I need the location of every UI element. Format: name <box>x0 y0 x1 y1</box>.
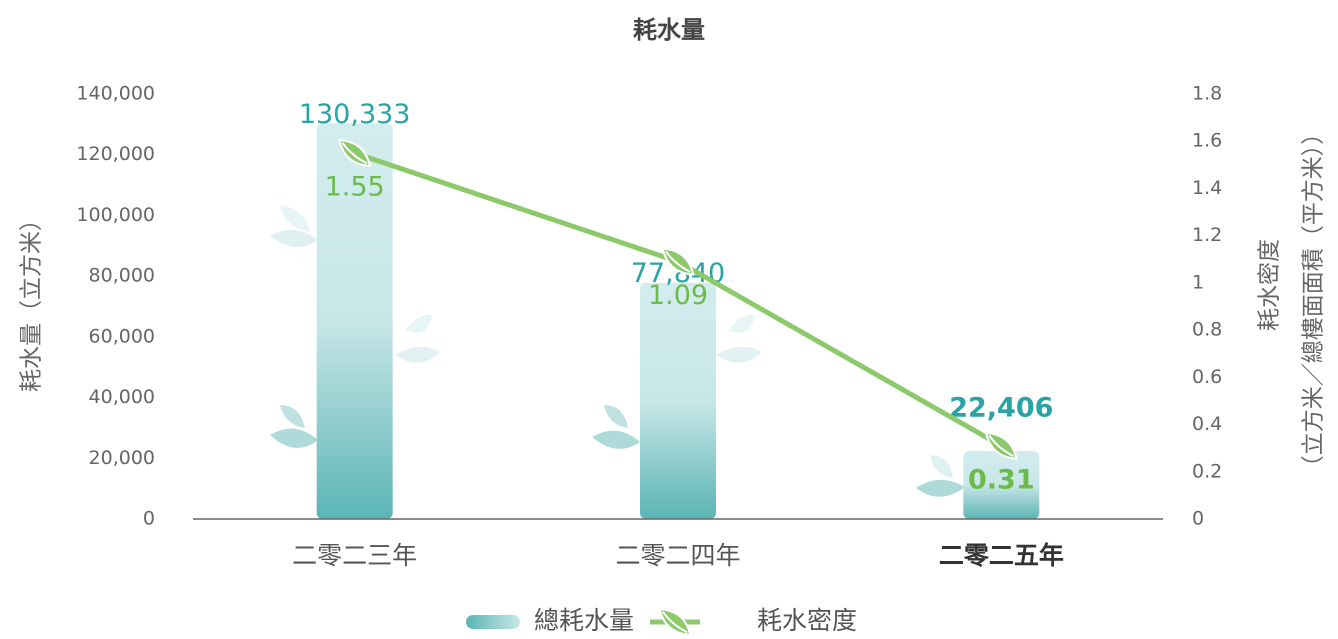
y2-tick-label: 1.2 <box>1192 224 1222 246</box>
legend: 總耗水量 耗水密度 <box>466 603 857 639</box>
legend-label: 總耗水量 <box>534 606 634 635</box>
y2-tick-label: 1.4 <box>1192 177 1222 199</box>
y2-tick-label: 0.4 <box>1192 413 1222 435</box>
y-axis-label: 耗水量（立方米） <box>19 208 45 392</box>
y2-tick-label: 0.2 <box>1192 460 1222 482</box>
chart-title: 耗水量 <box>633 16 705 44</box>
line-value-label: 1.55 <box>325 172 385 203</box>
x-tick-label: 二零二四年 <box>615 541 740 570</box>
y2-tick-label: 1 <box>1192 271 1204 293</box>
chart: 耗水量 0 20,000 40,000 60,000 80,000 100,000 120,… <box>0 0 1338 639</box>
y-tick-label: 60,000 <box>89 325 155 347</box>
bar-value-label: 22,406 <box>949 392 1053 423</box>
legend-swatch <box>466 615 520 629</box>
y2-tick-label: 0.6 <box>1192 366 1222 388</box>
y2-tick-label: 0.8 <box>1192 319 1222 341</box>
x-tick-label: 二零二五年 <box>939 541 1064 570</box>
y-tick-label: 100,000 <box>76 204 155 226</box>
y2-axis-label: （立方米／總樓面面積（平方米）） <box>1301 122 1327 479</box>
line-value-label: 1.09 <box>648 280 708 311</box>
y2-tick-label: 1.6 <box>1192 130 1222 152</box>
bar-value-label: 130,333 <box>299 99 411 130</box>
y-tick-label: 140,000 <box>76 83 155 105</box>
y2-tick-label: 0 <box>1192 508 1204 530</box>
y2-axis-label: 耗水密度 <box>1257 239 1283 331</box>
y-tick-label: 80,000 <box>89 265 155 287</box>
y-tick-label: 40,000 <box>89 386 155 408</box>
y-tick-label: 20,000 <box>89 447 155 469</box>
y2-tick-label: 1.8 <box>1192 83 1222 105</box>
bar <box>640 283 716 519</box>
legend-label: 耗水密度 <box>757 606 857 635</box>
y-tick-label: 120,000 <box>76 143 155 165</box>
line-value-label: 0.31 <box>968 464 1035 495</box>
y-tick-label: 0 <box>143 508 155 530</box>
x-tick-label: 二零二三年 <box>292 541 417 570</box>
